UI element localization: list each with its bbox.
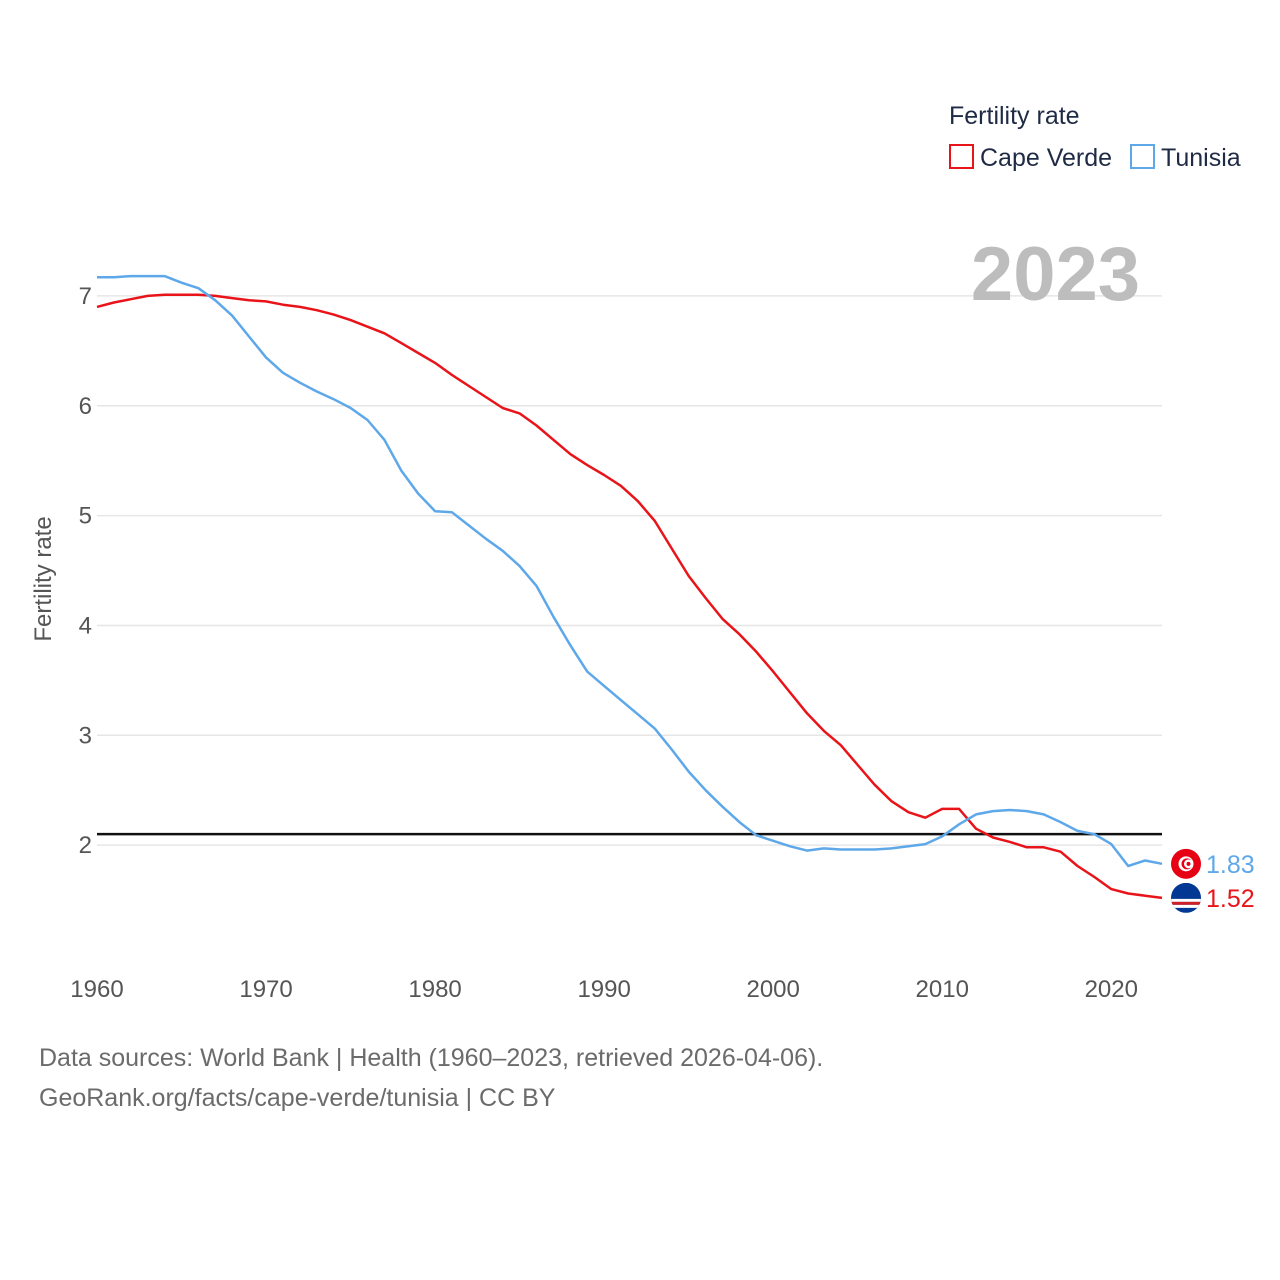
y-tick-label: 5: [79, 503, 92, 530]
series-line-cape-verde: [96, 293, 1163, 900]
x-tick-label: 1980: [408, 976, 461, 1003]
tunisia-flag-icon: [1171, 848, 1201, 879]
y-tick-label: 2: [79, 832, 92, 859]
legend-title: Fertility rate: [949, 102, 1080, 130]
legend-swatch: [949, 144, 974, 169]
y-axis-ticks: 2 3 4 5 6 7: [79, 283, 92, 859]
legend-label: Cape Verde: [980, 144, 1112, 172]
legend: Fertility rate Cape Verde Tunisia: [949, 102, 1241, 172]
end-value-label: 1.52: [1206, 885, 1255, 913]
legend-item-cape-verde[interactable]: Cape Verde: [949, 144, 1112, 172]
series-line-tunisia: [97, 274, 1163, 868]
x-tick-label: 2000: [746, 976, 799, 1003]
legend-label: Tunisia: [1161, 144, 1241, 172]
x-tick-label: 1970: [239, 976, 292, 1003]
end-value-label: 1.83: [1206, 851, 1255, 879]
footer-attribution: GeoRank.org/facts/cape-verde/tunisia | C…: [39, 1084, 556, 1112]
y-tick-label: 6: [79, 393, 92, 420]
footer-sources: Data sources: World Bank | Health (1960–…: [39, 1044, 824, 1072]
x-tick-label: 2010: [916, 976, 969, 1003]
legend-item-tunisia[interactable]: Tunisia: [1130, 144, 1241, 172]
year-label: 2023: [971, 232, 1140, 317]
y-tick-label: 4: [79, 612, 92, 639]
x-tick-label: 2020: [1085, 976, 1138, 1003]
cape-verde-flag-icon: [1171, 882, 1201, 913]
x-axis-ticks: 1960 1970 1980 1990 2000 2010 2020: [70, 976, 1138, 1003]
legend-swatch: [1130, 144, 1155, 169]
gridlines: [97, 295, 1162, 846]
x-tick-label: 1990: [577, 976, 630, 1003]
end-markers: 1.52 1.83: [1171, 848, 1255, 913]
y-tick-label: 7: [79, 283, 92, 310]
y-axis-title: Fertility rate: [30, 516, 57, 641]
series-lines: [96, 274, 1163, 900]
x-tick-label: 1960: [70, 976, 123, 1003]
y-tick-label: 3: [79, 722, 92, 749]
